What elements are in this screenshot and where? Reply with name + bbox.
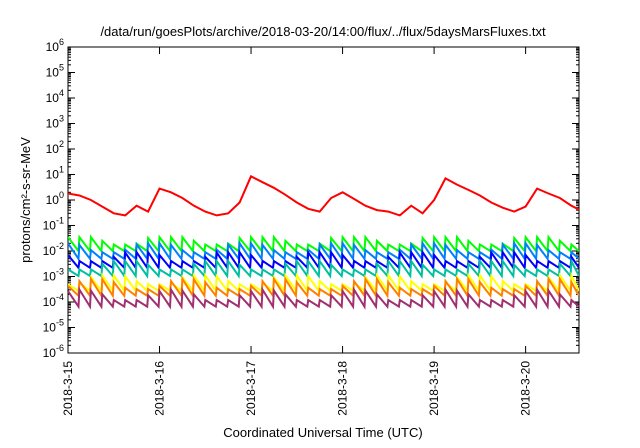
y-tick-label: 100	[46, 190, 64, 207]
y-tick-label: 10-6	[43, 343, 64, 360]
y-tick-label: 10-1	[43, 216, 64, 233]
y-tick-label: 10-4	[43, 292, 64, 309]
series-line-2	[68, 234, 579, 254]
series-line-6	[68, 271, 579, 294]
series-line-7	[68, 275, 579, 299]
series-line-8	[68, 286, 579, 310]
x-tick-label: 2018-3-15	[61, 361, 75, 416]
y-tick-label: 103	[46, 114, 64, 131]
y-tick-label: 104	[46, 88, 64, 105]
y-tick-label: 10-5	[43, 318, 64, 335]
x-tick-label: 2018-3-20	[519, 361, 533, 416]
x-tick-label: 2018-3-16	[153, 361, 167, 416]
y-tick-label: 102	[46, 139, 64, 156]
y-tick-label: 105	[46, 63, 64, 80]
x-axis-label: Coordinated Universal Time (UTC)	[223, 425, 422, 440]
y-tick-label: 106	[46, 37, 64, 54]
x-tick-label: 2018-3-19	[427, 361, 441, 416]
series-line-3	[68, 240, 579, 262]
y-tick-label: 10-2	[43, 241, 64, 258]
chart-title: /data/run/goesPlots/archive/2018-03-20/1…	[100, 24, 546, 39]
plot-area: 10-6 10-5 10-4 10-3 10-2 10-1 100 101 102 103 104 1…	[43, 37, 580, 416]
x-tick-label: 2018-3-18	[336, 361, 350, 416]
series-line-5	[68, 257, 579, 279]
series-line-1	[68, 174, 579, 217]
y-tick-label: 101	[46, 165, 64, 182]
x-tick-label: 2018-3-17	[244, 361, 258, 416]
y-tick-label: 10-3	[43, 267, 64, 284]
series-line-4	[68, 249, 579, 271]
y-axis-label: protons/cm²-s-sr-MeV	[18, 137, 33, 263]
